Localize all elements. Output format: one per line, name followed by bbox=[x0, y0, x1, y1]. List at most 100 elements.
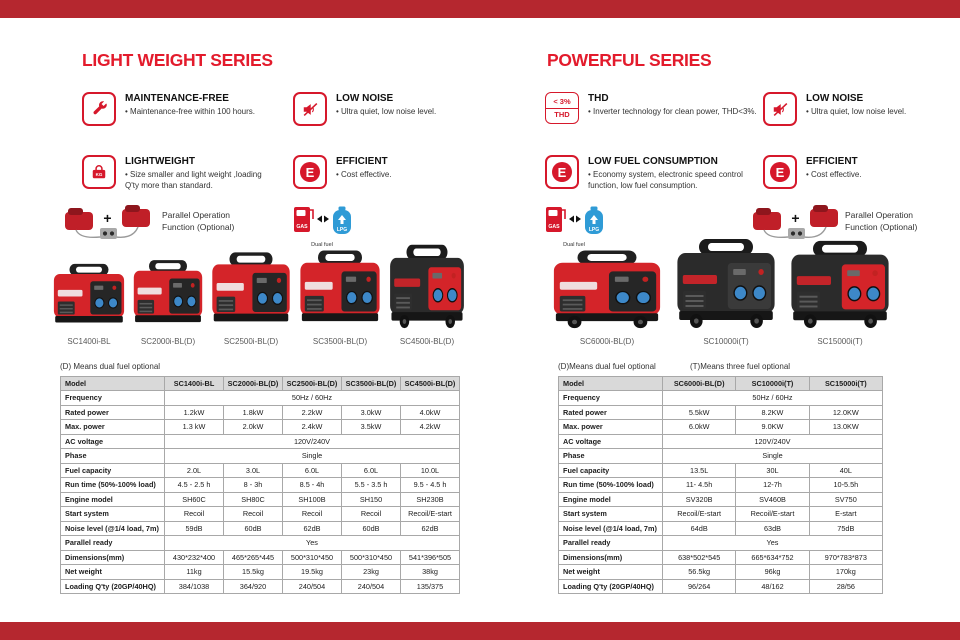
kg-label: KG bbox=[96, 172, 103, 177]
spec-model-name: SC2500i-BL(D) bbox=[282, 375, 342, 392]
gas-label: GAS bbox=[548, 224, 560, 230]
spec-value: SH150 bbox=[341, 491, 401, 508]
mute-speaker-icon bbox=[763, 92, 797, 126]
spec-value: 13.0KW bbox=[808, 419, 884, 435]
product-label: SC2500i-BL(D) bbox=[223, 337, 279, 346]
feature-desc: • Inverter technology for clean power, T… bbox=[588, 107, 757, 116]
spec-value: Recoil bbox=[341, 506, 401, 522]
spec-value: 2.0kW bbox=[223, 419, 283, 435]
feature-text: MAINTENANCE-FREE • Maintenance-free with… bbox=[125, 92, 255, 118]
spec-value: 28/56 bbox=[808, 578, 884, 595]
spec-row: AC voltage 120V/240V bbox=[558, 433, 883, 450]
generator-image bbox=[300, 250, 380, 322]
feature-title: LOW FUEL CONSUMPTION bbox=[588, 156, 718, 167]
spec-value: 64dB bbox=[661, 520, 737, 537]
spec-value: 500*310*450 bbox=[282, 549, 342, 566]
spec-value: 75dB bbox=[808, 520, 884, 537]
generator-image bbox=[390, 244, 464, 329]
spec-value-span: Yes bbox=[164, 535, 460, 551]
spec-value: 364/920 bbox=[223, 578, 283, 595]
spec-value: SH80C bbox=[223, 491, 283, 508]
generator-image bbox=[791, 240, 889, 329]
generator-image bbox=[133, 260, 203, 323]
feature-desc: • Maintenance-free within 100 hours. bbox=[125, 107, 255, 116]
spec-value: 56.5kg bbox=[661, 564, 737, 580]
generator-image bbox=[553, 250, 661, 329]
feature-desc: • Ultra quiet, low noise level. bbox=[336, 107, 437, 116]
efficiency-letter: E bbox=[300, 162, 320, 182]
spec-model-name: SC15000i(T) bbox=[808, 375, 884, 392]
spec-value: 170kg bbox=[808, 564, 884, 580]
spec-row: Dimensions(mm) 430*232*400 465*265*445 500*… bbox=[60, 549, 460, 566]
spec-table: Model SC1400i-BL SC2000i-BL(D) SC2500i-BL(D… bbox=[60, 375, 460, 595]
product-image bbox=[672, 235, 780, 334]
spec-row: Frequency 50Hz / 60Hz bbox=[60, 390, 460, 406]
spec-value: 10-5.5h bbox=[808, 477, 884, 493]
spec-value: SH230B bbox=[400, 491, 460, 508]
spec-row: Net weight 11kg 15.5kg 19.5kg 23kg 38kg bbox=[60, 564, 460, 580]
mute-speaker-icon bbox=[293, 92, 327, 126]
spec-value-span: 50Hz / 60Hz bbox=[164, 390, 460, 406]
spec-row-label: Engine model bbox=[60, 491, 165, 508]
spec-value: 665*634*752 bbox=[735, 549, 810, 566]
bottom-red-band bbox=[0, 622, 960, 640]
spec-value: 3.5kW bbox=[341, 419, 401, 435]
product: SC6000i-BL(D) bbox=[548, 247, 666, 346]
wrench-icon bbox=[82, 92, 116, 126]
spec-row-label: Loading Q'ty (20GP/40HQ) bbox=[60, 578, 165, 595]
spec-row: Fuel capacity 13.5L 30L 40L bbox=[558, 462, 884, 479]
dual-fuel-icon: GAS LPG Dual fuel bbox=[291, 203, 353, 248]
spec-value: 3.0kW bbox=[341, 404, 401, 421]
feature-low-fuel: E LOW FUEL CONSUMPTION • Economy system,… bbox=[545, 155, 770, 192]
spec-value: 11kg bbox=[164, 564, 224, 580]
feature-title: LOW NOISE bbox=[336, 93, 394, 104]
lpg-label: LPG bbox=[589, 227, 599, 233]
spec-value: 541*396*505 bbox=[400, 549, 460, 566]
spec-row-label: Rated power bbox=[60, 404, 165, 421]
spec-value-span: Single bbox=[164, 448, 460, 464]
feature-text: LOW NOISE • Ultra quiet, low noise level… bbox=[336, 92, 436, 118]
spec-value-span: 50Hz / 60Hz bbox=[662, 390, 883, 406]
left-spec-table-area: Model SC1400i-BL SC2000i-BL(D) SC2500i-BL(D… bbox=[60, 375, 460, 595]
spec-row-label: Run time (50%-100% load) bbox=[60, 477, 165, 493]
spec-row: Loading Q'ty (20GP/40HQ) 384/1038 364/920 2… bbox=[60, 578, 460, 595]
spec-value: 10.0L bbox=[400, 462, 460, 479]
generator-image bbox=[53, 263, 125, 323]
spec-row-label: Phase bbox=[558, 448, 663, 464]
spec-value: 19.5kg bbox=[282, 564, 342, 580]
plus-glyph: + bbox=[791, 210, 799, 226]
feature-text: EFFICIENT • Cost effective. bbox=[336, 155, 392, 181]
spec-row-label: Fuel capacity bbox=[60, 462, 165, 479]
spec-value: 23kg bbox=[341, 564, 401, 580]
spec-value: 4.0kW bbox=[400, 404, 460, 421]
spec-row-label: AC voltage bbox=[60, 433, 165, 450]
thd-icon-bottom-text: THD bbox=[546, 107, 578, 120]
product-image bbox=[50, 261, 128, 334]
product: SC10000i(T) bbox=[672, 235, 780, 346]
spec-row-label: Net weight bbox=[60, 564, 165, 580]
feature-low-noise-left: LOW NOISE • Ultra quiet, low noise level… bbox=[293, 92, 473, 126]
spec-value: 384/1038 bbox=[164, 578, 224, 595]
efficiency-icon: E bbox=[545, 155, 579, 189]
spec-value: 135/375 bbox=[400, 578, 460, 595]
feature-title: THD bbox=[588, 93, 609, 104]
feature-lightweight: KG LIGHTWEIGHT • Size smaller and light … bbox=[82, 155, 292, 192]
spec-header-label: Model bbox=[60, 375, 165, 392]
spec-value: SH100B bbox=[282, 491, 342, 508]
spec-row-label: Frequency bbox=[60, 390, 165, 406]
right-series-title: POWERFUL SERIES bbox=[547, 50, 712, 70]
feature-desc: • Cost effective. bbox=[336, 170, 392, 179]
spec-row: Start system Recoil/E-start Recoil/E-start… bbox=[558, 506, 884, 522]
spec-value: Recoil bbox=[282, 506, 342, 522]
generator-image bbox=[212, 252, 290, 322]
product-image bbox=[786, 237, 894, 334]
feature-maintenance-free: MAINTENANCE-FREE • Maintenance-free with… bbox=[82, 92, 282, 126]
spec-value: Recoil/E-start bbox=[661, 506, 737, 522]
thd-icon: < 3% THD bbox=[545, 92, 579, 124]
spec-row-label: Engine model bbox=[558, 491, 663, 508]
left-table-note: (D) Means dual fuel optional bbox=[60, 362, 161, 371]
spec-value: 4.5 - 2.5 h bbox=[164, 477, 224, 493]
product: SC2000i-BL(D) bbox=[130, 257, 206, 346]
efficiency-letter: E bbox=[770, 162, 790, 182]
